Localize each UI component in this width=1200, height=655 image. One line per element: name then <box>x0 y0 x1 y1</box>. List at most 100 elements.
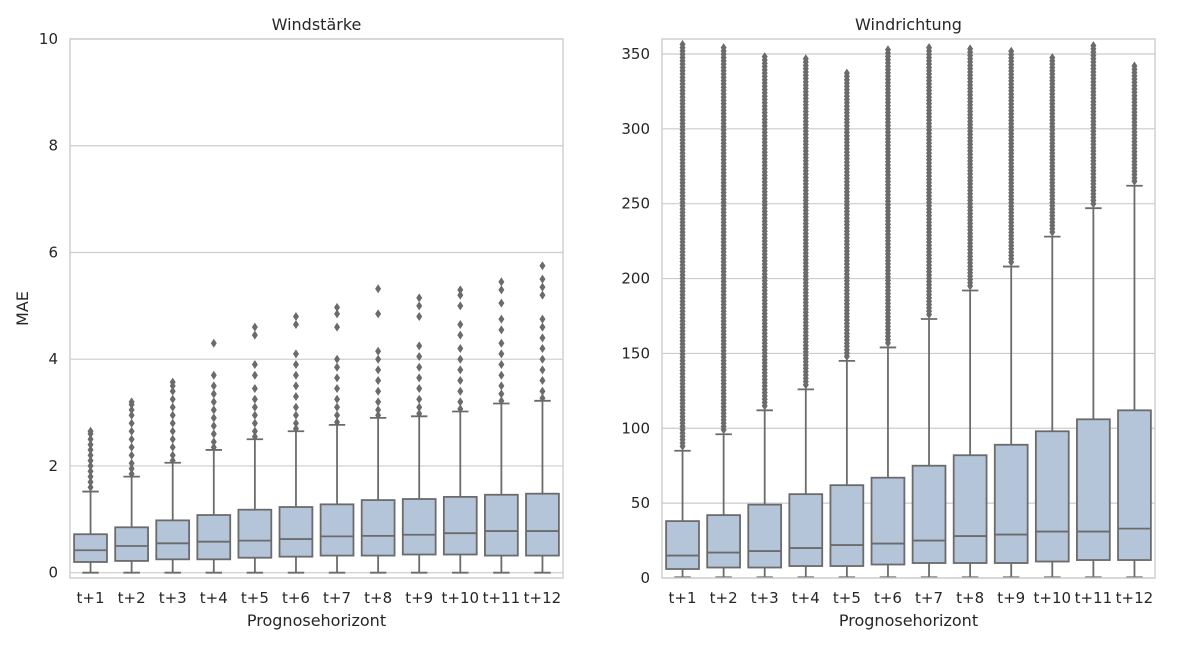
outlier-point-9 <box>457 301 464 311</box>
panel-windrichtung: 0 50 100 150 200 250 300 350 t+1 t+2 t+3 t+4 t+5 t+6… <box>621 15 1156 630</box>
outlier-point-1 <box>169 450 176 460</box>
box-t+8 <box>952 44 988 579</box>
outlier-point-7 <box>457 330 464 340</box>
outlier-point-10 <box>539 282 546 292</box>
outlier-point-6 <box>128 426 135 436</box>
outlier-point-4 <box>416 373 423 383</box>
iqr-box <box>1076 418 1111 561</box>
y-gridlines <box>70 38 563 574</box>
outlier-point-2 <box>251 418 258 428</box>
outlier-point-5 <box>539 344 546 354</box>
outlier-point-1 <box>539 386 546 396</box>
outlier-point-6 <box>539 333 546 343</box>
y-tick-350: 350 <box>621 45 650 63</box>
outlier-point-1 <box>210 437 217 447</box>
y-tick-labels: 0 2 4 6 8 10 <box>39 30 58 582</box>
outlier-point-86 <box>843 68 850 78</box>
outlier-point-5 <box>210 405 217 415</box>
outlier-point-1 <box>292 418 299 428</box>
box-t+4 <box>788 54 824 579</box>
outlier-point-3 <box>457 376 464 386</box>
y-tick-10: 10 <box>39 30 58 48</box>
box-t+10 <box>442 285 478 574</box>
outlier-point-10 <box>498 285 505 295</box>
y-tick-6: 6 <box>48 243 58 261</box>
outlier-point-2 <box>169 442 176 452</box>
x-tick-t+3: t+3 <box>751 589 779 607</box>
outlier-point-3 <box>251 410 258 420</box>
outlier-point-5 <box>375 365 382 375</box>
box-t+2 <box>114 397 149 574</box>
outlier-point-53 <box>1049 53 1056 63</box>
box-t+10 <box>1034 53 1070 579</box>
outlier-point-99 <box>802 54 809 64</box>
iqr-box <box>993 443 1029 564</box>
box-t+11 <box>484 277 519 574</box>
outlier-point-9 <box>416 301 423 311</box>
chart-title: Windstärke <box>272 15 362 34</box>
outlier-point-7 <box>292 360 299 370</box>
outlier-point-106 <box>761 52 768 62</box>
outlier-point-5 <box>416 362 423 372</box>
outlier-point-12 <box>539 261 546 271</box>
y-tick-8: 8 <box>48 137 58 155</box>
outlier-point-1 <box>251 426 258 436</box>
outlier-point-5 <box>251 394 258 404</box>
outlier-point-8 <box>334 322 341 332</box>
outlier-point-10 <box>251 322 258 332</box>
outlier-point-7 <box>169 402 176 412</box>
outlier-point-8 <box>210 381 217 391</box>
outlier-point-3 <box>375 386 382 396</box>
y-tick-0: 0 <box>640 569 650 587</box>
iqr-box <box>911 464 947 564</box>
box-t+11 <box>1076 41 1111 579</box>
iqr-box <box>278 506 314 558</box>
outlier-point-9 <box>375 284 382 294</box>
outlier-point-4 <box>457 365 464 375</box>
outlier-point-9 <box>169 386 176 396</box>
x-tick-t+1: t+1 <box>77 589 105 607</box>
iqr-box <box>747 503 783 569</box>
x-tick-t+6: t+6 <box>282 589 310 607</box>
x-tick-t+5: t+5 <box>833 589 861 607</box>
iqr-box <box>1034 430 1070 563</box>
outlier-point-1 <box>457 397 464 407</box>
box-t+3 <box>155 377 191 574</box>
outlier-point-9 <box>87 434 94 444</box>
box-t+12 <box>1117 61 1152 579</box>
outlier-point-7 <box>87 445 94 455</box>
box-t+2 <box>706 43 741 579</box>
outlier-point-48 <box>1090 41 1097 51</box>
box-series <box>665 39 1152 579</box>
outlier-point-8 <box>416 312 423 322</box>
outlier-point-7 <box>251 370 258 380</box>
iqr-box <box>401 498 437 556</box>
y-tick-200: 200 <box>621 270 650 288</box>
outlier-point-8 <box>292 349 299 359</box>
x-tick-t+7: t+7 <box>915 589 943 607</box>
y-tick-0: 0 <box>48 564 58 582</box>
y-tick-2: 2 <box>48 457 58 475</box>
outlier-point-6 <box>87 450 94 460</box>
y-tick-labels: 0 50 100 150 200 250 300 350 <box>621 45 650 587</box>
outlier-point-7 <box>334 354 341 364</box>
box-t+9 <box>993 46 1029 579</box>
outlier-point-10 <box>292 312 299 322</box>
outlier-point-5 <box>87 456 94 466</box>
x-tick-labels: t+1 t+2 t+3 t+4 t+5 t+6 t+7 t+8 t+9 t+10 t+11 t+12 <box>669 589 1154 607</box>
x-tick-labels: t+1 t+2 t+3 t+4 t+5 t+6 t+7 t+8 t+9 t+10 t+11 t+12 <box>77 589 562 607</box>
x-tick-t+10: t+10 <box>1034 589 1072 607</box>
outlier-point-2 <box>128 458 135 468</box>
x-tick-t+10: t+10 <box>442 589 480 607</box>
iqr-box <box>484 493 519 557</box>
outlier-point-11 <box>539 274 546 284</box>
y-tick-50: 50 <box>631 494 650 512</box>
outlier-point-6 <box>457 344 464 354</box>
x-tick-t+5: t+5 <box>241 589 269 607</box>
outlier-point-6 <box>334 362 341 372</box>
outlier-point-5 <box>334 373 341 383</box>
x-tick-t+2: t+2 <box>118 589 146 607</box>
outlier-point-6 <box>416 352 423 362</box>
